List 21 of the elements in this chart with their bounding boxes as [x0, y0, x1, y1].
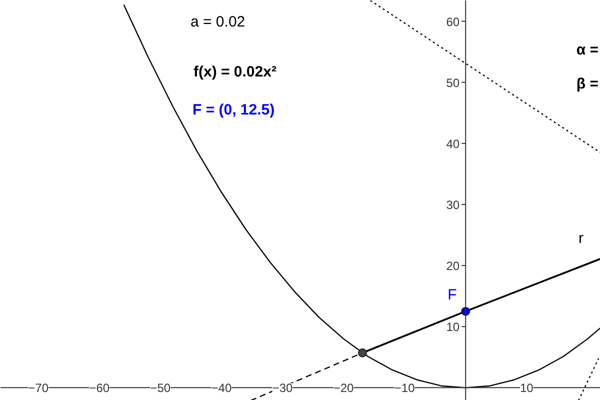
x-tick-label: −30: [272, 381, 293, 396]
x-tick-label: −70: [28, 381, 49, 396]
y-tick-label: 30: [446, 198, 460, 212]
x-tick-label: −60: [89, 381, 110, 396]
y-tick-label: 40: [446, 136, 460, 151]
x-tick-label: −50: [150, 381, 171, 396]
x-tick-label: −10: [394, 381, 416, 396]
series-label: r: [578, 230, 584, 247]
y-tick-label: 20: [446, 259, 460, 274]
y-tick-label: 10: [446, 320, 460, 334]
annotation: F = (0, 12.5): [192, 102, 275, 118]
annotation: α =: [576, 42, 599, 58]
annotation: a = 0.02: [190, 14, 246, 30]
annotation: β =: [576, 76, 599, 92]
x-tick-label: 10: [520, 381, 534, 396]
x-tick-label: −20: [333, 381, 354, 396]
x-tick-label: −40: [211, 381, 232, 396]
y-tick-label: 50: [446, 76, 460, 90]
series-label: F: [448, 286, 457, 304]
y-tick-label: 60: [446, 14, 460, 29]
annotation: f(x) = 0.02x²: [194, 64, 276, 80]
